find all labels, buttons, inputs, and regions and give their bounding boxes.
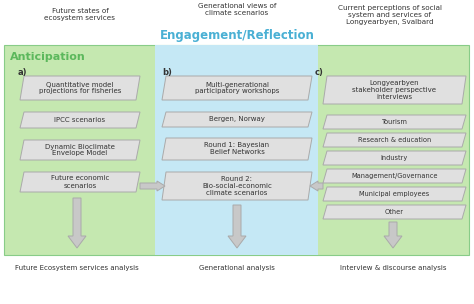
Polygon shape xyxy=(323,133,466,147)
Text: Future states of
ecosystem services: Future states of ecosystem services xyxy=(45,8,116,21)
Polygon shape xyxy=(162,76,312,100)
Text: Bergen, Norway: Bergen, Norway xyxy=(209,116,265,123)
Text: Round 1: Bayesian
Belief Networks: Round 1: Bayesian Belief Networks xyxy=(204,143,270,156)
Polygon shape xyxy=(20,140,140,160)
Polygon shape xyxy=(20,76,140,100)
Text: Dynamic Bioclimate
Envelope Model: Dynamic Bioclimate Envelope Model xyxy=(45,143,115,157)
Polygon shape xyxy=(323,151,466,165)
Text: Generational views of
climate scenarios: Generational views of climate scenarios xyxy=(198,3,276,16)
Polygon shape xyxy=(323,115,466,129)
Text: a): a) xyxy=(18,68,27,77)
Polygon shape xyxy=(323,205,466,219)
Text: Research & education: Research & education xyxy=(358,137,431,143)
Text: Future Ecosystem services analysis: Future Ecosystem services analysis xyxy=(15,265,139,271)
Text: IPCC scenarios: IPCC scenarios xyxy=(55,117,106,123)
Text: Interview & discourse analysis: Interview & discourse analysis xyxy=(340,265,446,271)
Polygon shape xyxy=(20,172,140,192)
Text: Generational analysis: Generational analysis xyxy=(199,265,275,271)
Polygon shape xyxy=(20,112,140,128)
Text: Longyearbyen
stakeholder perspective
interviews: Longyearbyen stakeholder perspective int… xyxy=(353,80,437,100)
Polygon shape xyxy=(323,187,466,201)
Polygon shape xyxy=(140,181,165,191)
Bar xyxy=(155,45,318,255)
Text: Engagement/Reflection: Engagement/Reflection xyxy=(160,29,314,42)
Text: Current perceptions of social
system and services of
Longyearbyen, Svalbard: Current perceptions of social system and… xyxy=(338,5,442,25)
Bar xyxy=(4,45,469,255)
Polygon shape xyxy=(68,198,86,248)
Polygon shape xyxy=(310,181,323,191)
Text: Other: Other xyxy=(385,209,404,215)
Text: Tourism: Tourism xyxy=(382,119,408,125)
Text: Management/Governance: Management/Governance xyxy=(351,173,438,179)
Polygon shape xyxy=(228,205,246,248)
Text: Round 2:
Bio-social-economic
climate scenarios: Round 2: Bio-social-economic climate sce… xyxy=(202,176,272,196)
Polygon shape xyxy=(384,222,402,248)
Text: Future economic
scenarios: Future economic scenarios xyxy=(51,175,109,188)
Polygon shape xyxy=(323,76,466,104)
Polygon shape xyxy=(162,138,312,160)
Text: Industry: Industry xyxy=(381,155,408,161)
Text: c): c) xyxy=(315,68,324,77)
Polygon shape xyxy=(162,112,312,127)
Text: Multi-generational
participatory workshops: Multi-generational participatory worksho… xyxy=(195,81,279,95)
Text: Municipal employees: Municipal employees xyxy=(359,191,429,197)
Text: Anticipation: Anticipation xyxy=(10,52,86,62)
Text: Quantitative model
projections for fisheries: Quantitative model projections for fishe… xyxy=(39,81,121,95)
Polygon shape xyxy=(162,172,312,200)
Polygon shape xyxy=(323,169,466,183)
Text: b): b) xyxy=(162,68,172,77)
